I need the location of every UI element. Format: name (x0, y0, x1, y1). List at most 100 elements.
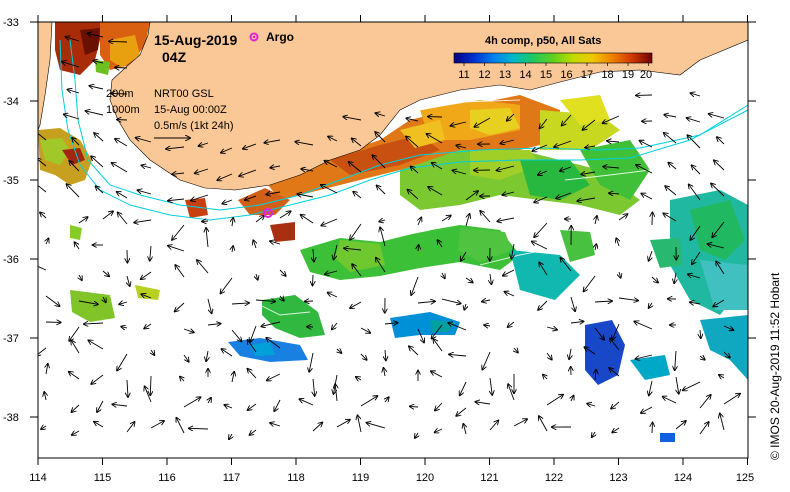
current-vector-arrow (232, 372, 234, 383)
current-vector-arrow (102, 211, 113, 220)
argo-legend-label: Argo (266, 30, 294, 44)
current-vector-arrow (352, 138, 362, 147)
current-vector-arrow (508, 384, 515, 401)
current-vector-arrow (435, 402, 443, 411)
current-vector-arrow (136, 138, 152, 143)
current-vector-arrow (102, 270, 109, 276)
current-vector-arrow (503, 269, 515, 276)
current-vector-arrow (708, 244, 725, 249)
current-vector-arrow (634, 322, 653, 330)
current-vector-arrow (350, 223, 362, 240)
current-vector-arrow (616, 238, 619, 247)
current-vector-arrow (723, 351, 730, 358)
current-vector-arrow (343, 117, 362, 121)
current-vector-arrow (385, 349, 386, 360)
current-vector-arrow (618, 214, 628, 221)
current-vector-arrow (610, 338, 620, 351)
colorbar-tick-20: 20 (640, 69, 652, 81)
current-vector-arrow (584, 275, 596, 291)
current-vector-arrow (581, 172, 596, 174)
lon-label-121: 121 (480, 472, 498, 484)
current-vector-arrow (534, 222, 548, 237)
colorbar-tick-19: 19 (622, 69, 634, 81)
current-vector-arrow (232, 246, 233, 253)
current-vector-arrow (406, 136, 419, 148)
longitude-axis (37, 15, 748, 465)
current-vector-arrow (328, 137, 338, 142)
lon-label-122: 122 (545, 472, 563, 484)
current-vector-arrow (674, 272, 676, 283)
current-vector-arrow (119, 302, 128, 304)
legend-1000m: 1000m (106, 104, 140, 116)
current-vector-arrow (532, 242, 548, 250)
current-vector-arrow (145, 386, 152, 403)
current-vector-arrow (482, 351, 491, 370)
lon-label-124: 124 (674, 472, 692, 484)
lon-label-117: 117 (223, 472, 241, 484)
current-vector-arrow (603, 115, 620, 123)
current-vector-arrow (75, 242, 80, 250)
plot-border (37, 21, 749, 459)
current-vector-arrow (245, 195, 257, 200)
current-vector-arrow (543, 375, 547, 379)
current-vector-arrow (91, 374, 104, 384)
current-vector-arrow (175, 302, 185, 312)
current-vector-arrow (46, 239, 49, 245)
current-vector-arrow (312, 423, 322, 432)
current-vector-arrow (465, 191, 478, 201)
current-vector-arrow (585, 146, 596, 148)
current-vector-arrow (456, 145, 467, 148)
current-vector-arrow (115, 139, 128, 147)
current-vector-arrow (460, 381, 467, 395)
current-vector-arrow (248, 403, 257, 410)
current-vector-arrow (232, 218, 233, 227)
current-vector-arrow (150, 245, 151, 261)
current-vector-arrow (714, 160, 725, 171)
current-vector-arrow (570, 296, 575, 311)
current-vector-arrow (344, 248, 362, 250)
current-vector-arrow (115, 68, 128, 69)
current-vector-arrow (664, 115, 677, 117)
current-vector-arrow (208, 398, 211, 404)
current-vector-arrow (435, 429, 443, 432)
colorbar-tick-13: 13 (499, 69, 511, 81)
current-vector-arrow (224, 405, 233, 408)
current-vector-arrow (150, 421, 164, 429)
current-vector-arrow (191, 194, 209, 201)
current-vector-arrow (62, 62, 80, 68)
current-vector-arrow (84, 323, 104, 324)
lat-label-33: -33 (3, 17, 19, 29)
current-vector-arrow (448, 323, 467, 331)
current-vector-arrow (150, 375, 151, 395)
current-vector-arrow (699, 422, 709, 435)
current-vector-arrow (231, 303, 249, 304)
current-vector-arrow (295, 142, 314, 146)
current-vector-arrow (689, 185, 701, 201)
current-vector-arrow (636, 165, 653, 174)
current-vector-arrow (611, 401, 620, 409)
current-vector-arrow (176, 418, 185, 434)
current-vector-arrow (255, 300, 275, 301)
colorbar-tick-14: 14 (519, 69, 531, 81)
lon-label-115: 115 (94, 472, 112, 484)
current-vector-arrow (69, 372, 80, 380)
current-vector-arrow (583, 119, 596, 130)
current-vector-arrow (482, 300, 491, 302)
current-vector-arrow (692, 251, 701, 264)
current-vector-arrow (229, 433, 232, 439)
current-vector-arrow (641, 194, 653, 200)
current-vector-arrow (151, 349, 154, 355)
lon-label-114: 114 (29, 472, 47, 484)
current-vector-arrow (321, 185, 338, 194)
current-vector-arrow (652, 423, 653, 434)
current-vector-arrow (103, 296, 106, 302)
current-vector-arrow (96, 186, 104, 194)
current-vector-arrow (217, 173, 233, 180)
current-vector-arrow (507, 113, 515, 121)
current-vector-arrow (532, 144, 548, 151)
lon-label-119: 119 (352, 472, 370, 484)
current-vector-arrow (441, 298, 461, 304)
current-vector-arrow (505, 292, 515, 297)
current-vector-arrow (313, 248, 314, 262)
current-vector-arrow (411, 166, 419, 174)
